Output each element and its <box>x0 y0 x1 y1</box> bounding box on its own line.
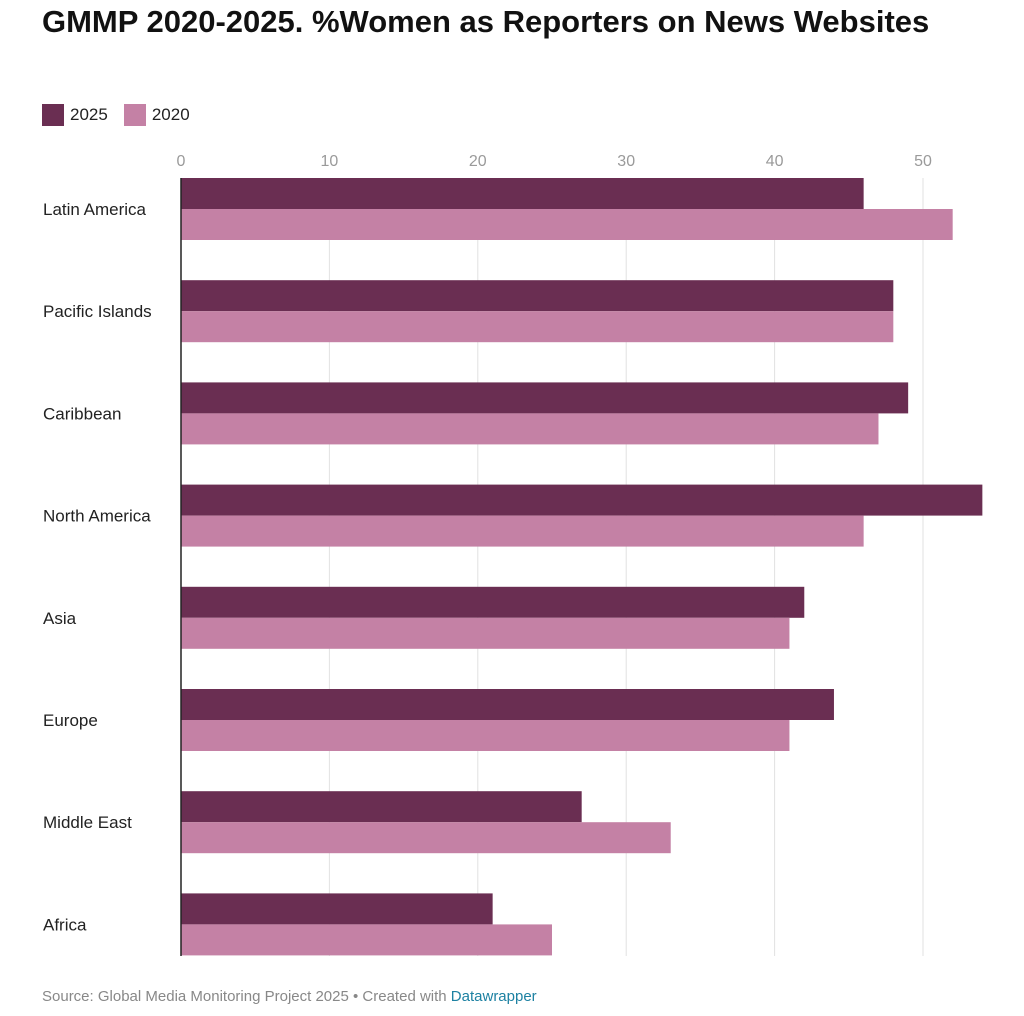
category-label-africa: Africa <box>43 915 87 934</box>
bar-2025-africa <box>181 893 493 925</box>
bar-2020-pacific-islands <box>181 311 894 343</box>
legend-item-2020: 2020 <box>123 104 190 126</box>
category-label-pacific-islands: Pacific Islands <box>43 302 152 321</box>
category-label-caribbean: Caribbean <box>43 404 121 423</box>
source-text: Source: Global Media Monitoring Project … <box>42 988 451 1005</box>
x-tick-label-0: 0 <box>177 153 186 170</box>
bar-2025-pacific-islands <box>181 280 894 312</box>
bar-2025-middle-east <box>181 791 582 823</box>
legend-swatch-2025 <box>42 104 64 126</box>
legend-label-2020: 2020 <box>151 105 190 124</box>
bar-2020-north-america <box>181 515 864 547</box>
bar-2020-europe <box>181 720 790 751</box>
bar-2020-asia <box>181 617 790 649</box>
x-tick-label-40: 40 <box>766 153 784 170</box>
datawrapper-link[interactable]: Datawrapper <box>450 988 537 1005</box>
bar-2025-asia <box>181 586 805 618</box>
category-label-latin-america: Latin America <box>43 200 147 219</box>
bar-2025-latin-america <box>181 178 864 209</box>
bar-2025-caribbean <box>181 382 909 414</box>
footer: Source: Global Media Monitoring Project … <box>42 988 537 1005</box>
category-label-north-america: North America <box>43 507 151 526</box>
bar-2020-caribbean <box>181 413 879 445</box>
legend-item-2025: 2025 <box>42 104 108 126</box>
bar-2020-latin-america <box>181 209 953 240</box>
x-tick-label-20: 20 <box>469 153 487 170</box>
bar-2025-north-america <box>181 484 983 516</box>
category-label-middle-east: Middle East <box>43 813 132 832</box>
x-tick-label-50: 50 <box>914 153 932 170</box>
category-label-europe: Europe <box>43 711 98 730</box>
category-label-asia: Asia <box>43 609 77 628</box>
legend-label-2025: 2025 <box>70 105 108 124</box>
bar-chart: 0 10 20 30 40 50 Latin America Pacific Islands C… <box>43 153 983 956</box>
bar-2025-europe <box>181 689 834 720</box>
bar-2020-middle-east <box>181 822 671 854</box>
x-tick-label-10: 10 <box>321 153 339 170</box>
legend-swatch-2020 <box>123 104 146 126</box>
legend: 2025 2020 <box>42 104 206 126</box>
x-tick-label-30: 30 <box>617 153 635 170</box>
chart-title: GMMP 2020-2025. %Women as Reporters on N… <box>42 4 930 39</box>
bar-2020-africa <box>181 924 552 956</box>
